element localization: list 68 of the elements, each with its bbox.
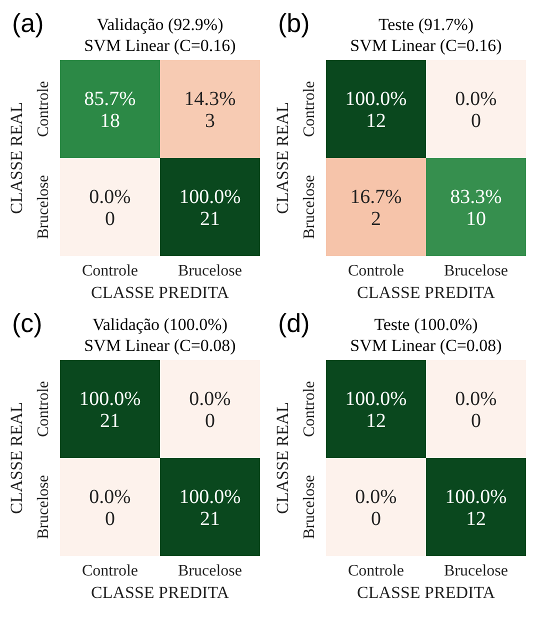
- x-axis-title: CLASSE PREDITA: [91, 583, 230, 602]
- x-tick-label: Brucelose: [444, 562, 508, 580]
- data-label: 14.3%: [184, 88, 236, 110]
- y-tick-label: Controle: [35, 81, 52, 137]
- data-label: 83.3%: [450, 186, 502, 208]
- annotation: 0: [205, 410, 215, 432]
- y-axis-title: CLASSE REAL: [273, 102, 292, 214]
- y-tick-label: Brucelose: [301, 175, 318, 239]
- chart-title: Validação (92.9%): [96, 14, 224, 35]
- data-label: 100.0%: [345, 88, 407, 110]
- annotation: 10: [466, 208, 486, 230]
- annotation: 0: [471, 110, 481, 132]
- annotation: 0: [105, 208, 115, 230]
- y-tick-label: Brucelose: [35, 175, 52, 239]
- annotation: 12: [466, 508, 486, 530]
- chart-subtitle: SVM Linear (C=0.16): [349, 35, 503, 56]
- x-tick-label: Brucelose: [444, 262, 508, 280]
- y-tick-label: Controle: [301, 81, 318, 137]
- data-label: 0.0%: [189, 388, 231, 410]
- y-axis-title: CLASSE REAL: [7, 102, 26, 214]
- annotation: 12: [366, 410, 386, 432]
- data-label: 0.0%: [89, 486, 131, 508]
- x-tick-label: Controle: [82, 262, 138, 280]
- y-axis-title: CLASSE REAL: [7, 402, 26, 514]
- y-tick-label: Brucelose: [35, 475, 52, 539]
- chart-title: Teste (100.0%): [373, 314, 479, 335]
- x-axis-title: CLASSE PREDITA: [357, 283, 496, 302]
- annotation: 3: [205, 110, 215, 132]
- chart-subtitle: SVM Linear (C=0.08): [83, 335, 237, 356]
- annotation: 21: [200, 208, 220, 230]
- y-tick-label: Controle: [301, 381, 318, 437]
- data-label: 0.0%: [89, 186, 131, 208]
- x-tick-label: Controle: [348, 562, 404, 580]
- annotation: 21: [200, 508, 220, 530]
- text: (a): [12, 8, 44, 39]
- data-label: 100.0%: [79, 388, 141, 410]
- text: (b): [278, 8, 310, 39]
- text: (d): [278, 308, 310, 339]
- x-tick-label: Brucelose: [178, 262, 242, 280]
- annotation: 0: [471, 410, 481, 432]
- data-label: 16.7%: [350, 186, 402, 208]
- x-axis-title: CLASSE PREDITA: [91, 283, 230, 302]
- chart-subtitle: SVM Linear (C=0.16): [83, 35, 237, 56]
- data-label: 100.0%: [179, 486, 241, 508]
- y-tick-label: Controle: [35, 381, 52, 437]
- chart-title: Teste (91.7%): [377, 14, 475, 35]
- data-label: 0.0%: [355, 486, 397, 508]
- data-label: 0.0%: [455, 88, 497, 110]
- x-tick-label: Controle: [82, 562, 138, 580]
- chart-title: Validação (100.0%): [91, 314, 228, 335]
- annotation: 18: [100, 110, 120, 132]
- data-label: 85.7%: [84, 88, 136, 110]
- data-label: 100.0%: [179, 186, 241, 208]
- annotation: 0: [371, 508, 381, 530]
- x-tick-label: Controle: [348, 262, 404, 280]
- y-axis-title: CLASSE REAL: [273, 402, 292, 514]
- x-axis-title: CLASSE PREDITA: [357, 583, 496, 602]
- text: (c): [12, 308, 42, 339]
- chart-subtitle: SVM Linear (C=0.08): [349, 335, 503, 356]
- annotation: 0: [105, 508, 115, 530]
- data-label: 0.0%: [455, 388, 497, 410]
- y-tick-label: Brucelose: [301, 475, 318, 539]
- x-tick-label: Brucelose: [178, 562, 242, 580]
- annotation: 21: [100, 410, 120, 432]
- annotation: 12: [366, 110, 386, 132]
- data-label: 100.0%: [345, 388, 407, 410]
- data-label: 100.0%: [445, 486, 507, 508]
- annotation: 2: [371, 208, 381, 230]
